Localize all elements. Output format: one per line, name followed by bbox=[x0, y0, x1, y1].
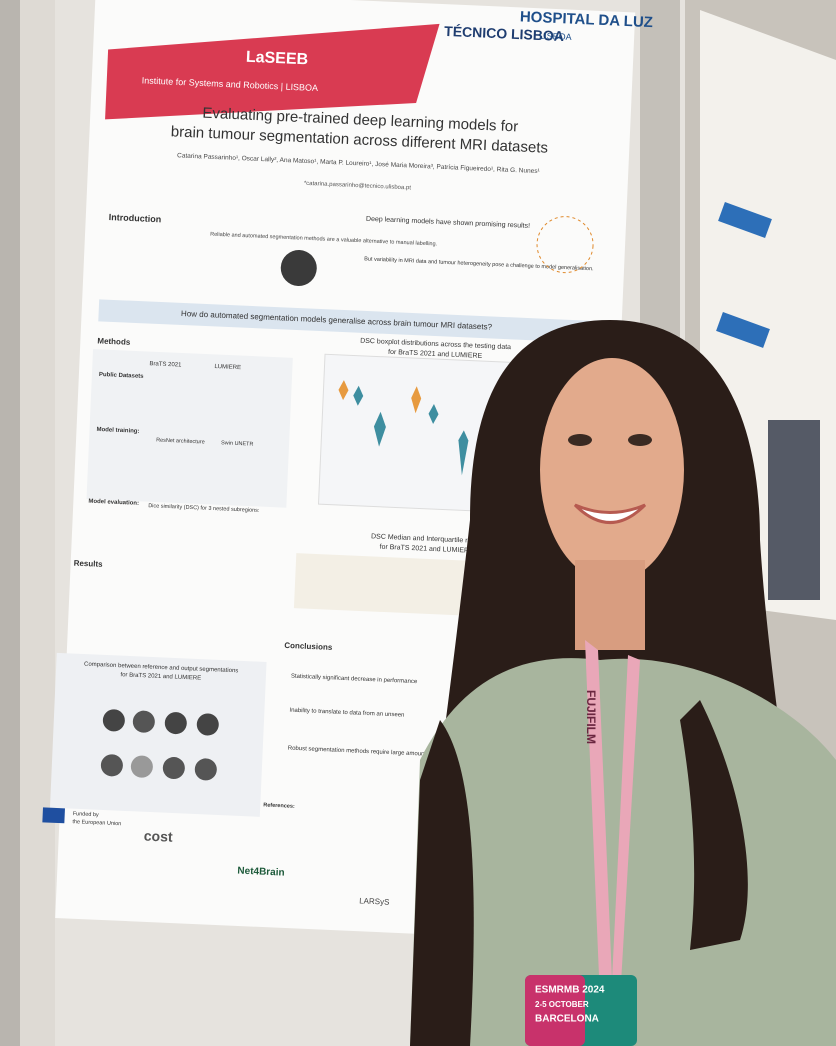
network-icon bbox=[536, 216, 594, 274]
section-heading: Methods bbox=[97, 336, 131, 346]
badge-text: ESMRMB 2024 bbox=[535, 985, 605, 996]
lanyard-text: FUJIFILM bbox=[584, 690, 598, 744]
chart-title: for BraTS 2021 and LUMIERE bbox=[388, 349, 483, 360]
label: Public Datasets bbox=[99, 372, 145, 380]
conclusion: Statistically significant decrease in pe… bbox=[291, 674, 418, 686]
section-heading: Conclusions bbox=[284, 641, 333, 652]
scan bbox=[196, 713, 219, 736]
violin bbox=[373, 411, 386, 447]
logo: HOSPITAL DA LUZ bbox=[520, 8, 654, 31]
table-title: for BraTS 2021 and LUMIERE bbox=[379, 544, 474, 555]
hair-strand bbox=[680, 700, 748, 950]
label: Model training: bbox=[96, 427, 139, 435]
logo: LaSEEB bbox=[246, 49, 309, 69]
neighbour-images bbox=[768, 420, 820, 600]
question-band bbox=[98, 299, 609, 344]
lanyard bbox=[585, 640, 640, 1000]
poster: Institute for Systems and Robotics | LIS… bbox=[42, 0, 654, 942]
face bbox=[540, 358, 684, 582]
section-heading: Introduction bbox=[109, 212, 162, 224]
badge-text: 2-5 OCTOBER bbox=[535, 1000, 589, 1009]
scan bbox=[100, 754, 123, 777]
hair-strand bbox=[410, 720, 474, 1046]
methods-panel bbox=[86, 349, 293, 508]
references: References: bbox=[263, 802, 295, 809]
scan bbox=[102, 709, 125, 732]
table-title: DSC Median and Interquartile range bbox=[371, 533, 483, 545]
badge-accent bbox=[525, 975, 585, 1046]
scan bbox=[162, 757, 185, 780]
section-heading: Results bbox=[73, 559, 103, 569]
scan bbox=[130, 755, 153, 778]
median-table bbox=[293, 553, 487, 617]
label: Swin UNETR bbox=[221, 440, 254, 447]
funding: the European Union bbox=[72, 819, 121, 827]
label: for BraTS 2021 and LUMIERE bbox=[120, 672, 201, 682]
person: FUJIFILM ESMRMB 2024 2-5 OCTOBER BARCELO… bbox=[410, 320, 836, 1046]
scan bbox=[194, 758, 217, 781]
left-board bbox=[20, 0, 60, 1046]
violin bbox=[458, 430, 469, 476]
email: *catarina.passarinho@tecnico.ulisboa.pt bbox=[304, 181, 412, 192]
larsys-logo: LARSyS bbox=[359, 896, 390, 906]
eye bbox=[628, 434, 652, 446]
violin bbox=[338, 380, 349, 401]
neighbour-band bbox=[716, 312, 770, 348]
eye bbox=[568, 434, 592, 446]
brain-icon bbox=[280, 250, 317, 287]
eu-flag bbox=[42, 807, 65, 824]
logo: LISBOA bbox=[539, 31, 572, 42]
violin bbox=[353, 385, 364, 406]
scan bbox=[164, 712, 187, 735]
logo: TÉCNICO LISBOA bbox=[444, 23, 564, 44]
neighbour-band bbox=[718, 202, 772, 238]
smile bbox=[573, 503, 647, 524]
scan bbox=[132, 710, 155, 733]
violin bbox=[411, 386, 422, 414]
net4brain-logo: Net4Brain bbox=[237, 866, 285, 879]
label: ResNet architecture bbox=[156, 437, 205, 445]
header-band bbox=[105, 23, 440, 120]
badge-text: BARCELONA bbox=[535, 1014, 599, 1025]
violin bbox=[428, 404, 439, 425]
label: Model evaluation: bbox=[88, 499, 139, 507]
funding: Funded by bbox=[73, 811, 99, 818]
cost-logo: cost bbox=[144, 828, 174, 845]
conclusion: Inability to translate to data from an u… bbox=[289, 708, 404, 719]
label: BraTS 2021 bbox=[149, 361, 182, 368]
label: Dice similarity (DSC) for 3 nested subre… bbox=[148, 503, 260, 514]
neck bbox=[575, 560, 645, 650]
label: LUMIERE bbox=[214, 364, 241, 371]
